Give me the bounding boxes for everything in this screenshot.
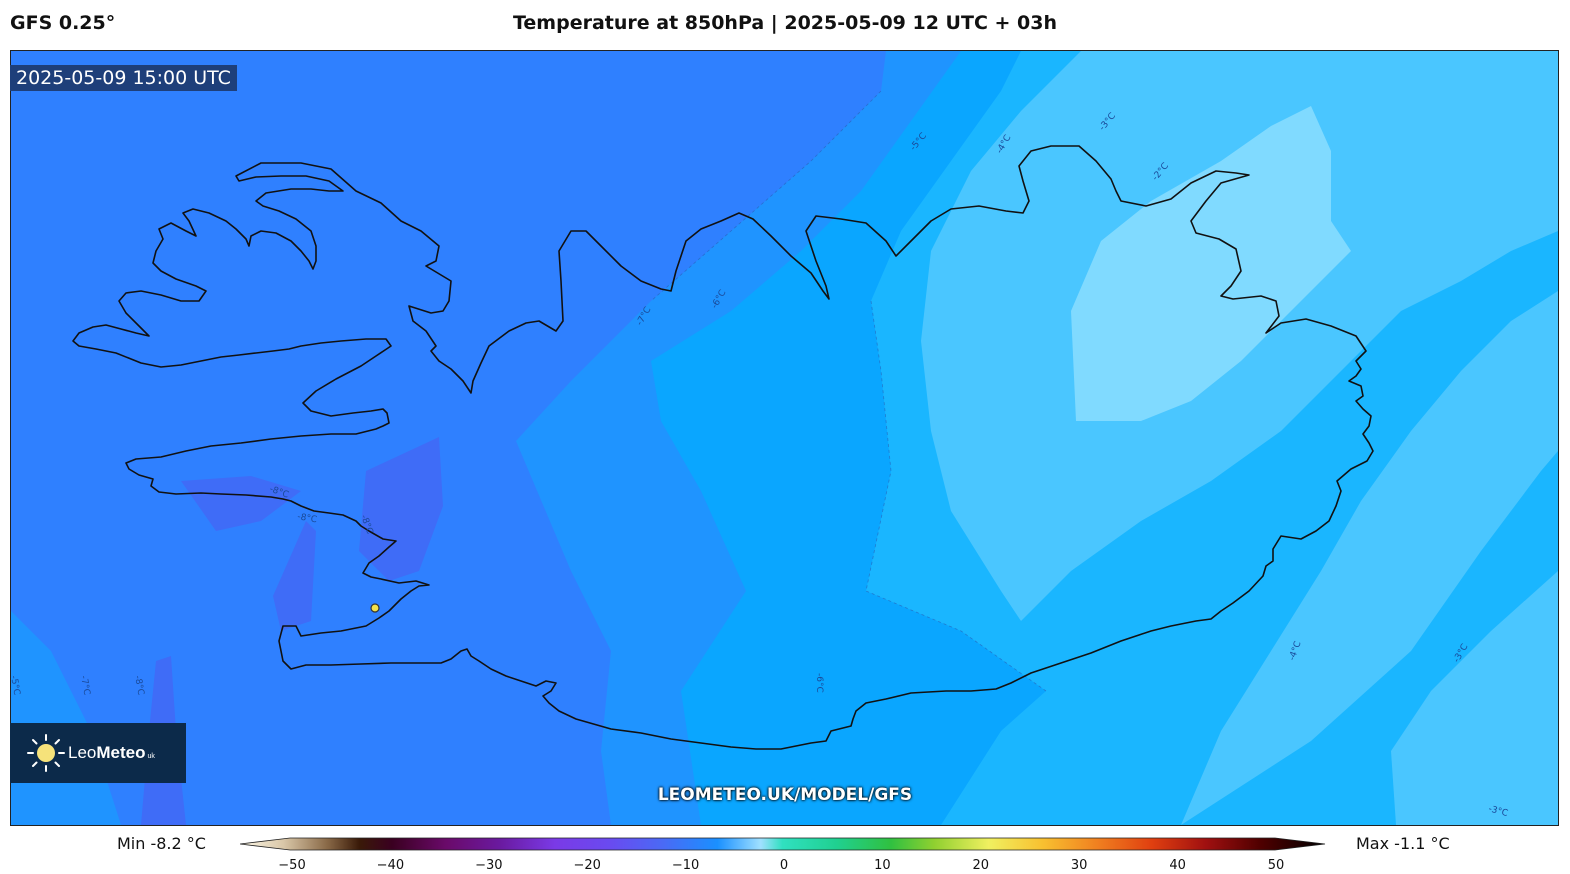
valid-time-badge: 2025-05-09 15:00 UTC — [10, 65, 237, 91]
source-watermark: LEOMETEO.UK/MODEL/GFS — [657, 785, 913, 805]
model-label: GFS 0.25° — [10, 12, 116, 34]
iceland-coastline — [72, 145, 1374, 750]
contour-label: -3°C — [1487, 804, 1509, 819]
colorbar-tick-label: −50 — [278, 858, 306, 873]
colorbar-tick-label: 40 — [1169, 858, 1186, 873]
contour-label: -7°C — [78, 675, 91, 696]
temperature-colorbar — [240, 837, 1326, 851]
min-temperature: Min -8.2 °C — [117, 834, 206, 853]
map-canvas: -8°C -8°C -8°C -7°C -6°C -5°C -4°C -3°C … — [11, 51, 1558, 825]
colorbar-tick-label: 10 — [874, 858, 891, 873]
leometeo-logo[interactable]: LeoMeteo uk — [10, 723, 186, 783]
colorbar-tick-label: −40 — [376, 858, 405, 873]
sun-icon — [27, 734, 65, 772]
contour-label: -6°C — [814, 673, 824, 693]
colorbar-tick-label: −30 — [475, 858, 503, 873]
contour-label: -8°C — [296, 512, 317, 525]
band-minus3 — [921, 51, 1558, 825]
contour-minus7 — [650, 90, 882, 302]
band-minus2 — [1071, 106, 1351, 421]
temperature-map[interactable]: -8°C -8°C -8°C -7°C -6°C -5°C -4°C -3°C … — [10, 50, 1559, 826]
station-marker[interactable] — [370, 603, 380, 613]
logo-text: LeoMeteo — [68, 743, 146, 762]
colorbar-tick-label: 20 — [972, 858, 990, 873]
map-title: Temperature at 850hPa | 2025-05-09 12 UT… — [512, 12, 1058, 34]
contour-label: -8°C — [132, 675, 145, 696]
max-temperature: Max -1.1 °C — [1356, 834, 1450, 853]
colorbar-tick-label: 50 — [1267, 858, 1285, 873]
band-minus8-pocket — [359, 437, 443, 581]
contour-label: -5°C — [11, 675, 21, 696]
band-minus3-lower — [1391, 571, 1558, 825]
contour-minus5 — [865, 300, 1047, 692]
logo-suffix: uk — [147, 752, 155, 760]
colorbar-tick-label: −10 — [671, 858, 700, 873]
band-minus8-pocket — [273, 521, 316, 631]
colorbar-tick-label: 0 — [779, 858, 789, 873]
colorbar-tick-label: −20 — [573, 858, 601, 873]
colorbar-tick-label: 30 — [1070, 858, 1088, 873]
band-minus8-pocket — [181, 476, 301, 531]
